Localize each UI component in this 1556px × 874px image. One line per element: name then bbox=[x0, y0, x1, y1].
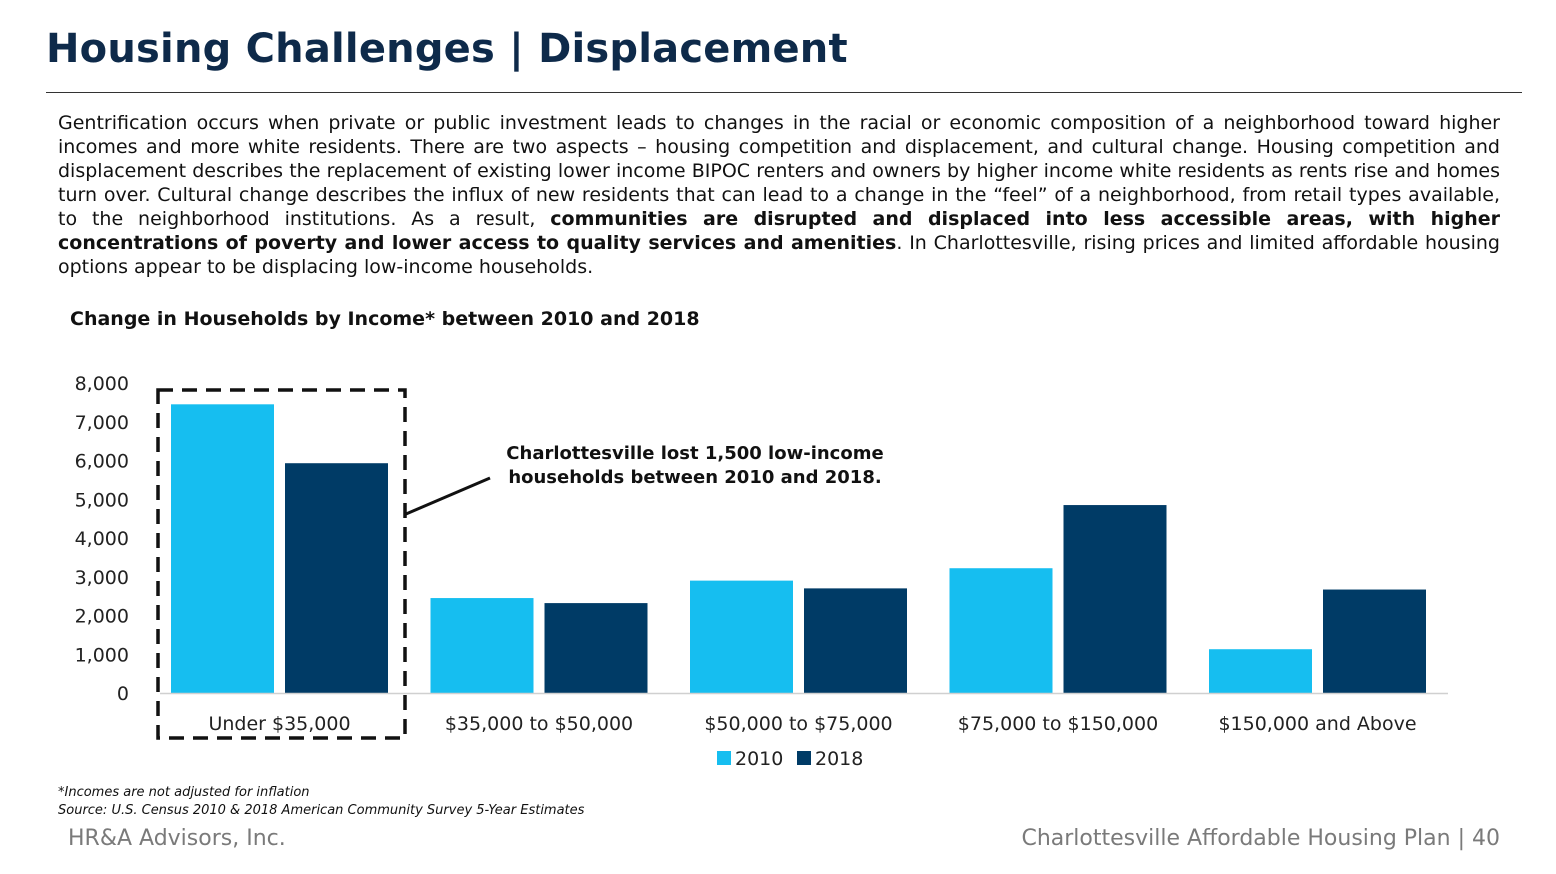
y-tick-label: 0 bbox=[117, 683, 129, 705]
annotation-line-1: Charlottesville lost 1,500 low-income bbox=[506, 443, 884, 464]
y-tick-label: 6,000 bbox=[75, 451, 129, 473]
bar-2010-2 bbox=[430, 598, 534, 693]
y-tick-label: 4,000 bbox=[75, 528, 129, 550]
x-tick-label: $150,000 and Above bbox=[1218, 713, 1416, 735]
highlight-box bbox=[156, 388, 407, 740]
x-tick-label: Under $35,000 bbox=[208, 713, 350, 735]
y-tick-label: 7,000 bbox=[75, 412, 129, 434]
legend-label-2018: 2018 bbox=[815, 748, 863, 770]
bar-2018-3 bbox=[804, 588, 907, 693]
chart-annotation: Charlottesville lost 1,500 low-income ho… bbox=[500, 442, 890, 490]
legend-swatch-2018 bbox=[797, 751, 811, 765]
bar-2010-4 bbox=[949, 568, 1053, 693]
bar-2010-3 bbox=[690, 580, 793, 693]
bar-2018-1 bbox=[285, 463, 388, 693]
y-tick-label: 8,000 bbox=[75, 373, 129, 395]
footnote-source: Source: U.S. Census 2010 & 2018 American… bbox=[58, 803, 585, 818]
annotation-connector bbox=[405, 476, 491, 516]
intro-text-bold: communities are disrupted and displaced … bbox=[58, 208, 1500, 254]
bar-2010-1 bbox=[171, 404, 274, 693]
intro-text-part2: . In Charlottesville, rising prices and … bbox=[58, 232, 1500, 278]
bar-2018-4 bbox=[1063, 505, 1167, 693]
x-tick-label: $35,000 to $50,000 bbox=[445, 713, 633, 735]
x-tick-label: $50,000 to $75,000 bbox=[704, 713, 892, 735]
y-tick-label: 2,000 bbox=[75, 606, 129, 628]
bar-2018-5 bbox=[1323, 589, 1426, 693]
page-title: Housing Challenges | Displacement bbox=[46, 26, 848, 72]
y-tick-label: 5,000 bbox=[75, 489, 129, 511]
legend-label-2010: 2010 bbox=[735, 748, 783, 770]
intro-paragraph: Gentrification occurs when private or pu… bbox=[58, 111, 1500, 279]
footnote-income: *Incomes are not adjusted for inflation bbox=[58, 785, 310, 800]
intro-text-part1: Gentrification occurs when private or pu… bbox=[58, 112, 1500, 230]
y-tick-label: 1,000 bbox=[75, 644, 129, 666]
title-divider bbox=[46, 92, 1522, 93]
x-tick-label: $75,000 to $150,000 bbox=[958, 713, 1158, 735]
annotation-line-2: households between 2010 and 2018. bbox=[508, 467, 882, 488]
footer-page-label: Charlottesville Affordable Housing Plan … bbox=[1021, 826, 1500, 851]
legend-swatch-2010 bbox=[717, 751, 731, 765]
y-tick-label: 3,000 bbox=[75, 567, 129, 589]
bar-2010-5 bbox=[1209, 649, 1312, 693]
chart-title: Change in Households by Income* between … bbox=[70, 308, 700, 330]
footer-company: HR&A Advisors, Inc. bbox=[68, 826, 286, 851]
bar-2018-2 bbox=[544, 603, 648, 693]
